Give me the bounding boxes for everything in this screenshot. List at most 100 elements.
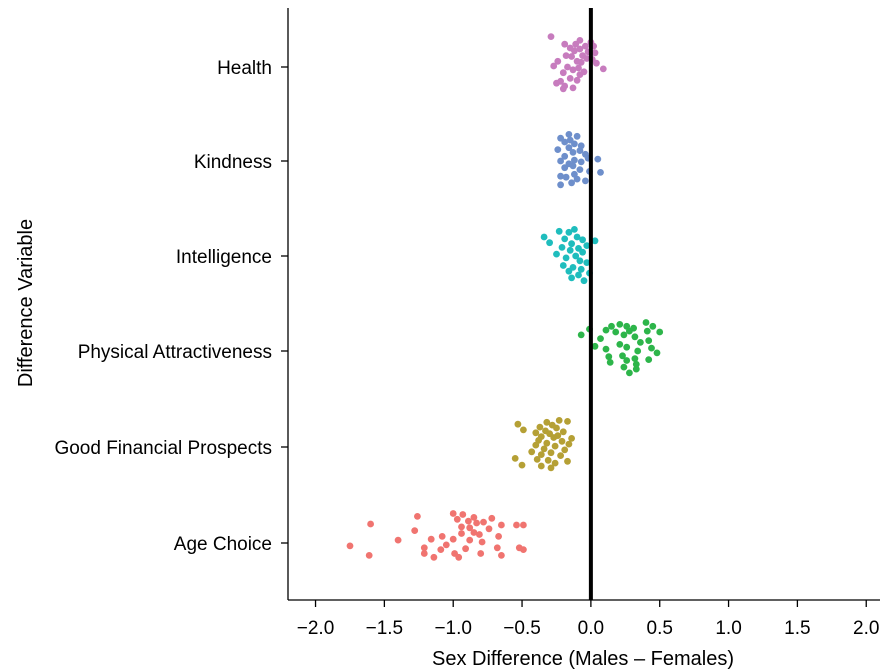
data-point	[653, 349, 661, 357]
data-point	[597, 169, 604, 176]
data-point	[453, 515, 461, 523]
x-tick-label: −2.0	[297, 618, 335, 639]
data-point	[557, 172, 564, 180]
data-point	[465, 517, 472, 525]
data-point	[616, 341, 624, 348]
data-point	[562, 254, 570, 262]
data-point	[559, 85, 567, 93]
data-point	[513, 521, 520, 529]
data-point	[466, 536, 474, 544]
data-point	[555, 227, 563, 235]
y-tick-label: Intelligence	[176, 247, 272, 268]
data-point	[573, 132, 581, 140]
data-point	[576, 71, 584, 78]
data-point	[579, 236, 586, 244]
data-point	[511, 455, 519, 462]
data-point	[626, 327, 633, 335]
data-point	[554, 57, 562, 65]
data-point	[571, 156, 578, 164]
data-point	[571, 47, 578, 55]
data-point	[533, 456, 541, 463]
data-point	[557, 452, 564, 459]
data-point	[561, 138, 569, 146]
data-point	[414, 513, 421, 520]
data-point	[573, 76, 581, 84]
data-point	[547, 464, 555, 472]
data-point	[569, 162, 577, 170]
data-point	[365, 552, 373, 559]
data-point	[438, 533, 446, 540]
data-point	[551, 442, 559, 450]
data-point	[645, 356, 653, 363]
y-axis-ticks	[281, 66, 288, 544]
data-point	[591, 342, 599, 350]
data-point	[561, 235, 569, 243]
data-point	[544, 456, 552, 464]
data-point	[582, 42, 589, 50]
y-tick-label: Physical Attractiveness	[78, 342, 272, 363]
x-tick-labels: −2.0 −1.5 −1.0 −0.5 0.0 0.5 1.0 1.5 2.0	[297, 618, 880, 639]
data-point	[546, 239, 553, 247]
data-point	[547, 33, 555, 40]
data-point	[543, 418, 551, 426]
data-point	[480, 518, 487, 526]
data-point	[459, 511, 467, 518]
data-point	[631, 355, 639, 362]
y-tick-labels: Health Kindness Intelligence Physical Attra…	[54, 58, 272, 555]
data-point	[597, 335, 604, 342]
data-point	[540, 445, 548, 453]
data-point	[575, 64, 582, 72]
data-point	[593, 59, 600, 67]
data-point	[562, 173, 570, 181]
data-point	[442, 541, 450, 549]
data-point	[470, 514, 478, 521]
data-point	[550, 434, 558, 441]
data-point	[498, 552, 505, 559]
data-point	[643, 327, 651, 335]
data-point	[577, 331, 585, 339]
data-point	[562, 52, 570, 59]
data-point	[599, 65, 607, 73]
data-point	[648, 344, 655, 352]
data-point	[449, 510, 457, 517]
data-point	[568, 435, 575, 442]
data-point	[576, 147, 584, 155]
data-point	[430, 553, 438, 561]
data-point	[427, 535, 435, 543]
data-point	[573, 175, 581, 183]
data-point	[536, 423, 544, 431]
data-point	[565, 440, 573, 448]
data-point	[569, 149, 577, 156]
data-point	[623, 343, 631, 351]
data-point	[565, 228, 573, 236]
data-point	[559, 69, 567, 77]
data-point	[631, 333, 639, 341]
data-point	[602, 326, 610, 334]
data-point	[559, 262, 567, 269]
data-point	[488, 514, 496, 522]
data-point	[547, 449, 555, 457]
data-point	[634, 347, 642, 355]
data-point	[458, 530, 465, 537]
data-point	[537, 451, 545, 458]
data-point	[558, 437, 566, 445]
data-point	[620, 363, 628, 371]
data-point	[473, 519, 480, 527]
data-point	[528, 448, 536, 456]
data-point	[367, 520, 374, 528]
data-point	[645, 337, 653, 344]
data-point	[551, 459, 559, 467]
data-point	[568, 53, 575, 60]
data-points	[346, 33, 664, 561]
data-point	[591, 49, 599, 57]
data-point	[568, 240, 575, 248]
data-point	[520, 426, 527, 434]
data-point	[569, 84, 577, 92]
data-point	[476, 531, 483, 538]
data-point	[649, 322, 657, 330]
data-point	[543, 439, 551, 447]
data-point	[602, 345, 610, 353]
data-point	[470, 529, 478, 536]
data-point	[420, 550, 428, 557]
